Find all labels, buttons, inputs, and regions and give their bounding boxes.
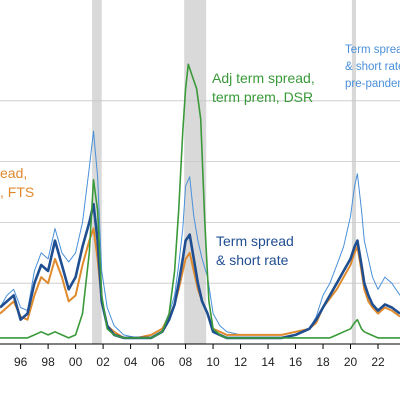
x-tick-label-18: 18 [316, 355, 330, 369]
series-line-3 [0, 202, 400, 340]
x-axis: 96 98 00 02 04 06 08 10 12 14 16 18 20 22 [14, 344, 385, 369]
x-tick-label-04: 04 [124, 355, 138, 369]
recession-shading [92, 0, 357, 344]
annotation-pre-pandemic-3: pre-pandemic [345, 78, 400, 90]
x-tick-label-06: 06 [151, 355, 165, 369]
x-tick-label-20: 20 [344, 355, 358, 369]
x-tick-label-16: 16 [289, 355, 303, 369]
x-tick-label-14: 14 [261, 355, 275, 369]
annotation-pre-pandemic-1: Term spread [345, 44, 400, 56]
recession-band-3 [351, 0, 357, 344]
x-tick-label-00: 00 [69, 355, 83, 369]
x-tick-label-22: 22 [371, 355, 385, 369]
annotation-orange-2: , FTS [0, 184, 34, 200]
annotation-pre-pandemic-2: & short rate, [345, 61, 400, 73]
x-tick-label-10: 10 [206, 355, 220, 369]
annotation-term-spread-1: Term spread [216, 233, 294, 249]
series-line-1 [0, 130, 400, 339]
annotation-adj-term-spread-2: term prem, DSR [212, 89, 313, 105]
series-layer [0, 63, 400, 340]
annotation-term-spread-2: & short rate [216, 252, 289, 268]
recession-band-2 [184, 0, 207, 344]
x-tick-label-96: 96 [14, 355, 28, 369]
series-line-2 [0, 227, 400, 339]
x-tick-label-08: 08 [179, 355, 193, 369]
x-tick-label-12: 12 [234, 355, 248, 369]
series-line-4 [0, 63, 400, 339]
x-tick-label-02: 02 [96, 355, 110, 369]
x-tick-label-98: 98 [41, 355, 55, 369]
annotation-orange-1: ead, [0, 165, 27, 181]
annotation-adj-term-spread-1: Adj term spread, [212, 70, 315, 86]
